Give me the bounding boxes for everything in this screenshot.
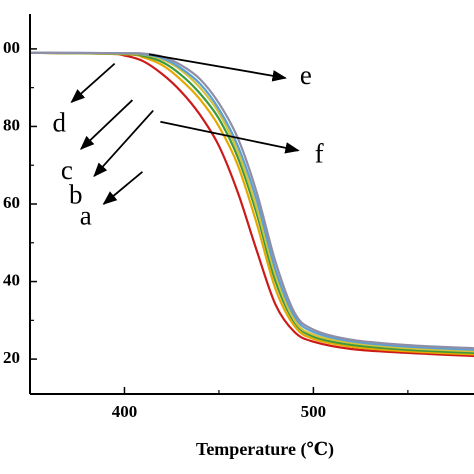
y-tick-label-40: 40 bbox=[3, 270, 20, 289]
series-group bbox=[29, 51, 474, 358]
axes-group: 400 500 00 80 60 40 20 bbox=[3, 14, 474, 421]
annotation-label-f: f bbox=[315, 139, 324, 169]
series-line-a bbox=[29, 51, 474, 358]
y-tick-label-100: 00 bbox=[3, 38, 20, 57]
annotation-label-d: d bbox=[53, 107, 67, 137]
y-tick-label-80: 80 bbox=[3, 115, 20, 134]
x-axis-title: Temperature (℃) bbox=[196, 439, 334, 460]
annotation-label-e: e bbox=[300, 60, 312, 90]
annotation-label-c: c bbox=[61, 155, 73, 185]
annotation-arrow-d bbox=[70, 62, 116, 103]
annotation-arrow-f bbox=[160, 120, 300, 154]
series-line-c bbox=[29, 51, 474, 354]
x-tick-label-500: 500 bbox=[301, 402, 327, 421]
y-tick-label-60: 60 bbox=[3, 193, 20, 212]
y-tick-label-20: 20 bbox=[3, 348, 20, 367]
annotation-arrow-c bbox=[79, 99, 134, 150]
annotation-arrow-e bbox=[148, 53, 287, 82]
x-tick-label-400: 400 bbox=[112, 402, 138, 421]
annotation-arrow-a bbox=[102, 171, 143, 205]
annotation-arrow-b bbox=[93, 109, 154, 178]
annotation-label-a: a bbox=[80, 201, 92, 231]
annotation-label-b: b bbox=[69, 180, 83, 210]
series-line-b bbox=[29, 51, 474, 356]
